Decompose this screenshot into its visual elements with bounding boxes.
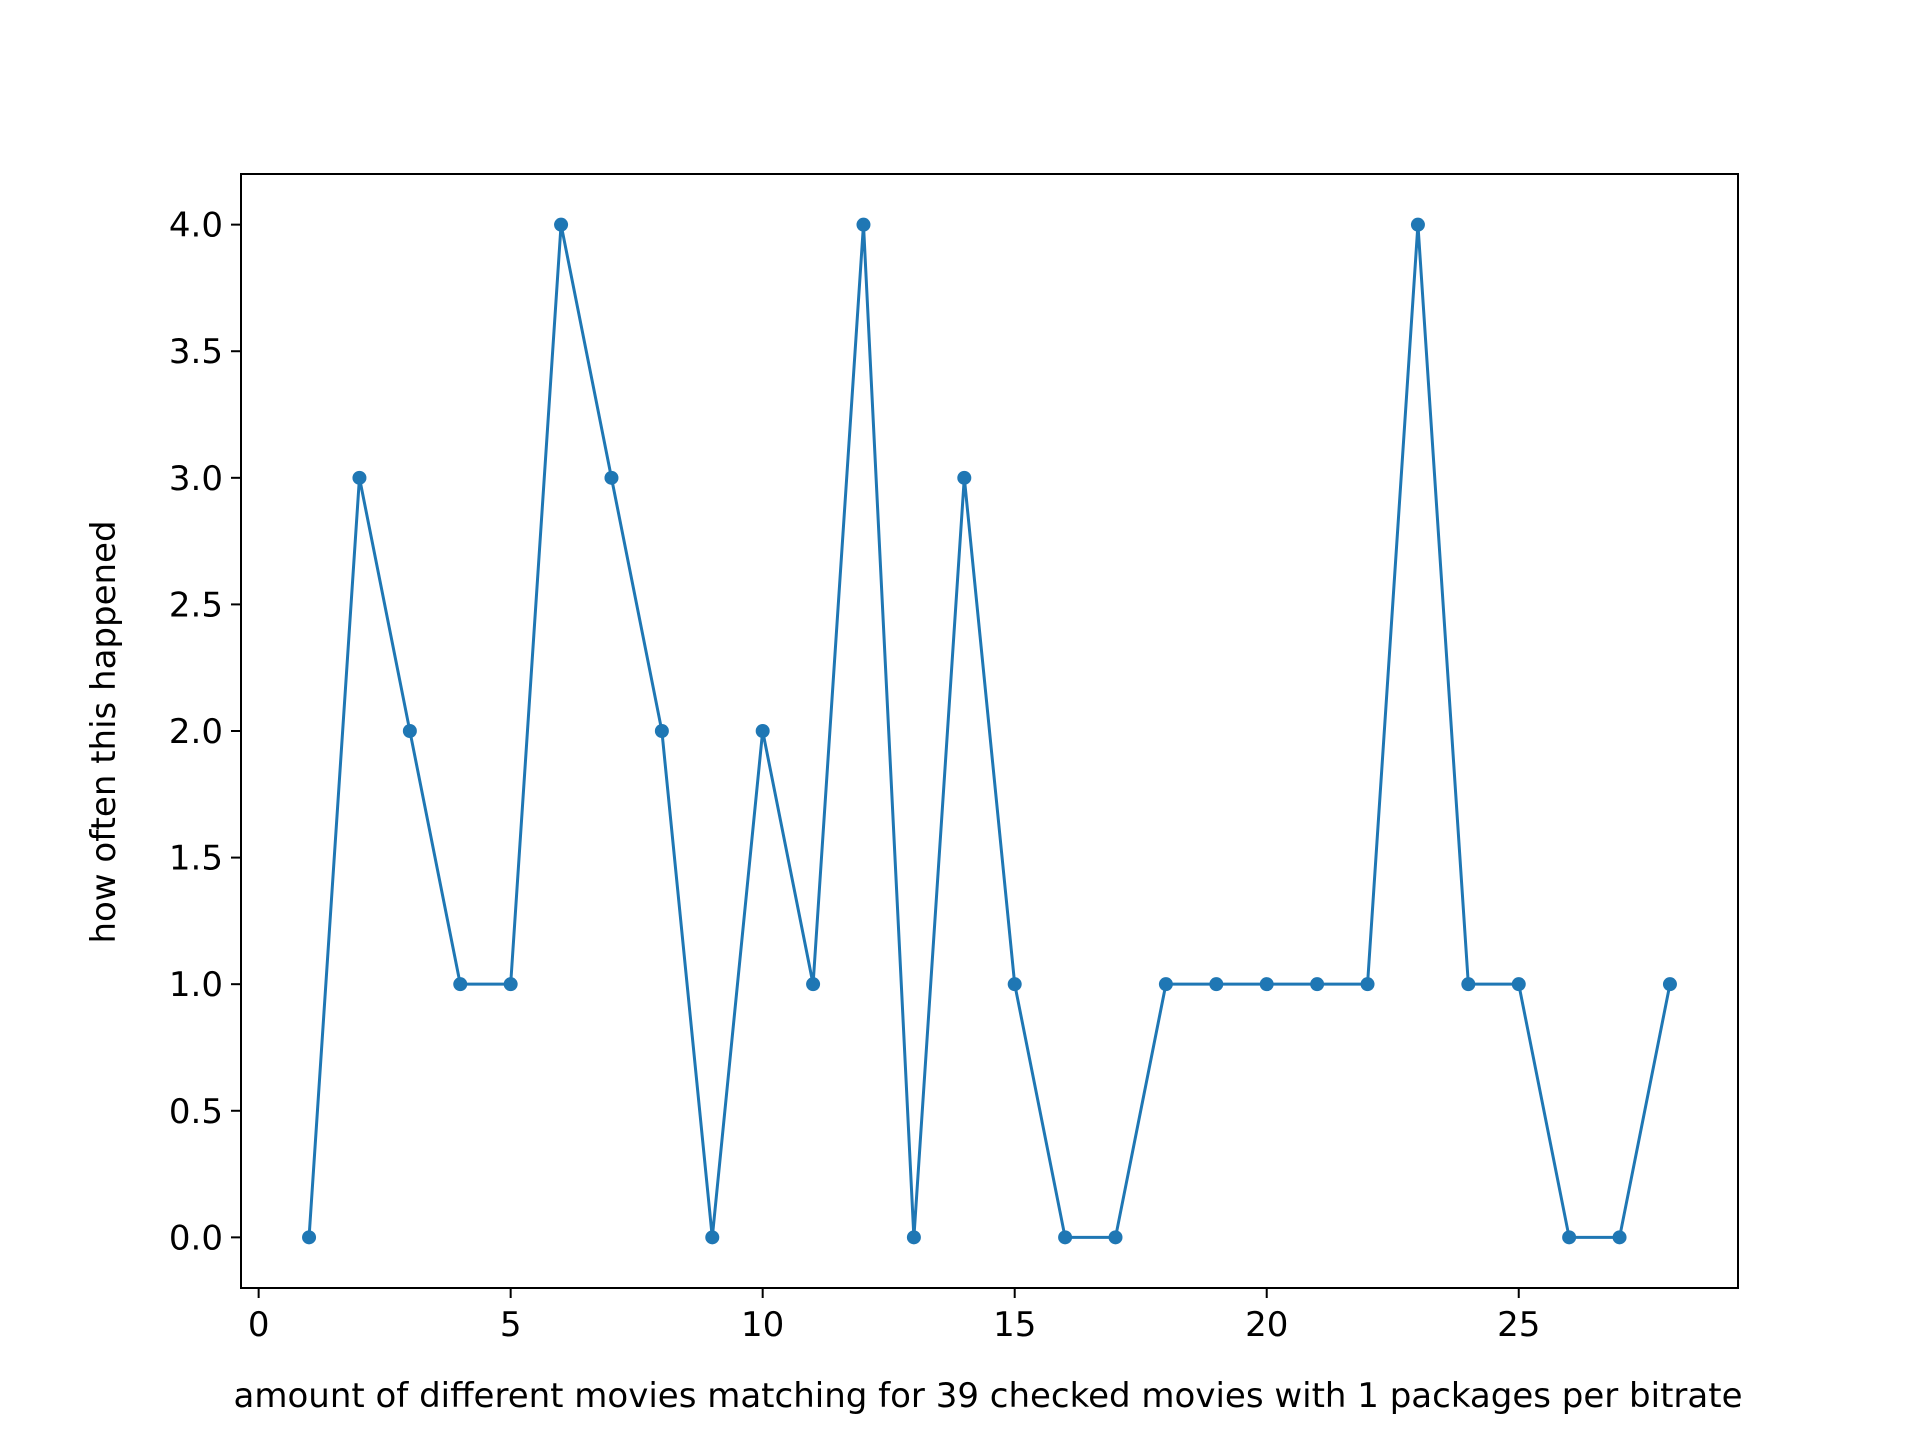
y-tick-label: 2.5 [169, 585, 223, 625]
data-point [302, 1230, 317, 1245]
x-tick-label: 15 [993, 1305, 1036, 1345]
data-point [1360, 977, 1375, 992]
data-point [453, 977, 468, 992]
data-point [806, 977, 821, 992]
data-point [402, 724, 417, 738]
y-axis: 0.0 0.5 1.0 1.5 2.0 2.5 3.0 3.5 4.0 [169, 206, 241, 1258]
data-point [1562, 1230, 1577, 1245]
data-point [1410, 217, 1425, 232]
y-tick-label: 3.0 [169, 459, 223, 499]
data-point [503, 977, 518, 992]
data-point [554, 217, 569, 232]
data-point [1310, 977, 1325, 992]
series-layer [302, 217, 1677, 1245]
x-tick-label: 0 [248, 1305, 270, 1345]
y-tick-label: 1.5 [169, 839, 223, 879]
data-point [1158, 977, 1173, 992]
x-tick-label: 25 [1497, 1305, 1540, 1345]
data-point [1511, 977, 1526, 992]
data-point [654, 724, 669, 738]
x-tick-label: 5 [500, 1305, 522, 1345]
y-tick-label: 0.5 [169, 1092, 223, 1132]
data-point [755, 724, 770, 738]
data-point [604, 470, 619, 485]
data-point [352, 470, 367, 485]
y-tick-label: 2.0 [169, 712, 223, 752]
data-point [1461, 977, 1476, 992]
data-point [1209, 977, 1224, 992]
x-axis-label: amount of different movies matching for … [234, 1376, 1743, 1416]
data-point [1612, 1230, 1627, 1245]
x-axis: 0 5 10 15 20 25 [248, 1288, 1540, 1345]
data-point [906, 1230, 921, 1245]
data-point [705, 1230, 720, 1245]
data-point [1662, 977, 1677, 992]
data-point [1007, 977, 1022, 992]
data-point [856, 217, 871, 232]
y-tick-label: 4.0 [169, 206, 223, 246]
data-point [1058, 1230, 1073, 1245]
x-tick-label: 20 [1245, 1305, 1288, 1345]
y-tick-label: 1.0 [169, 965, 223, 1005]
y-axis-label: how often this happened [84, 520, 124, 943]
series-line [307, 223, 1672, 1239]
y-tick-label: 0.0 [169, 1218, 223, 1258]
data-point [957, 470, 972, 485]
x-tick-label: 10 [741, 1305, 784, 1345]
data-point [1108, 1230, 1123, 1245]
data-point [1259, 977, 1274, 992]
y-tick-label: 3.5 [169, 332, 223, 372]
